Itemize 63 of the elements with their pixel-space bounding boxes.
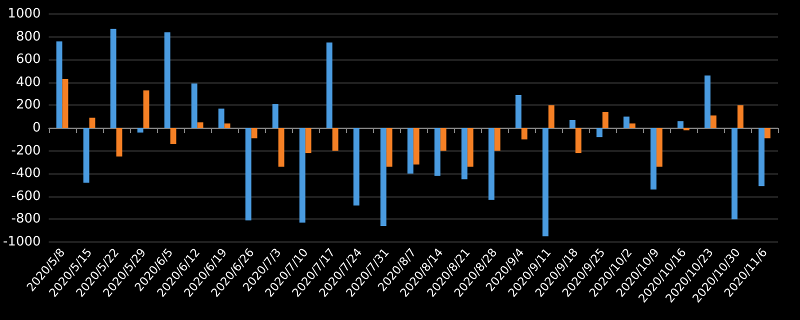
bar [650,128,656,190]
bar [413,128,420,164]
bar [251,128,258,138]
bar [89,118,96,128]
bar [710,115,716,128]
bar [299,128,306,223]
bar [732,128,738,220]
bar [56,41,62,128]
bar [656,128,662,167]
bar [602,112,608,128]
bar [434,128,440,176]
bar [704,76,710,128]
bar [575,128,582,154]
bar [629,123,636,128]
bar [515,94,522,128]
y-tick-label: 0 [32,120,41,136]
bar [467,128,474,167]
y-tick-label: 800 [16,29,41,44]
bar [245,128,252,220]
bar [62,78,68,128]
bar [521,128,528,140]
bar [542,128,548,236]
bar [224,123,230,128]
bar [440,128,446,151]
bar [332,128,338,151]
bar [764,128,770,138]
bar [596,128,602,138]
bar [569,120,576,128]
bar [488,128,494,200]
y-tick-label: 200 [16,98,41,113]
bar [278,128,284,167]
y-tick-label: 1000 [8,6,41,22]
bar [170,128,176,144]
bar [137,128,144,133]
y-tick-label: 400 [16,74,41,90]
bar [218,108,224,128]
y-tick-label: -200 [11,143,41,158]
bar [191,84,198,128]
bar [624,116,630,128]
bar [353,128,360,206]
bar [197,122,204,128]
y-tick-label: -400 [11,166,41,182]
bar [494,128,500,151]
y-tick-label: -600 [11,188,41,204]
bar [548,105,554,128]
bar [737,105,744,128]
bar [461,128,468,180]
bar [407,128,414,174]
bar [110,28,116,128]
bar [83,128,90,183]
bar [116,128,122,156]
bar [758,128,764,186]
bar [164,32,170,128]
bar [678,121,684,128]
bar [143,90,150,128]
y-tick-label: 600 [16,52,41,68]
bar [272,104,278,128]
bar [326,42,332,128]
bar [386,128,392,167]
bar [305,128,312,154]
y-tick-label: -1000 [2,234,41,250]
y-tick-label: -800 [11,212,41,227]
bar [380,128,386,226]
